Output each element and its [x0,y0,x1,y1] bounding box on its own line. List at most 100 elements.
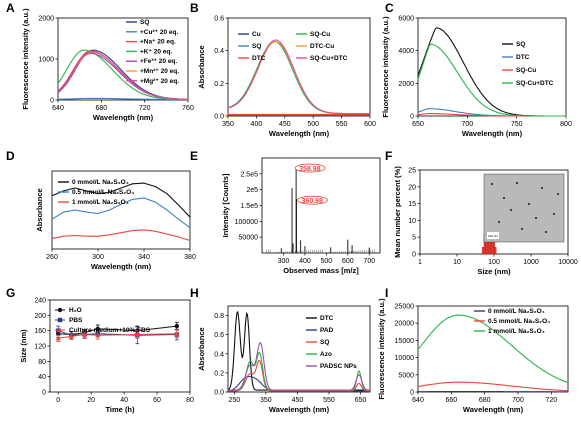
x-axis-label: Time (h) [105,405,135,414]
x-tick-label: 700 [363,258,375,265]
legend-item-label: DTC-Cu [310,43,334,50]
x-tick-label: 720 [139,105,151,112]
x-axis-label: Wavelength (nm) [462,129,523,138]
y-tick-label: 0 [410,114,414,121]
y-axis-label: Size (nm) [19,329,28,363]
x-tick-label: 550 [323,397,335,404]
x-tick-label: 660 [445,397,457,404]
panel-d: D 260 300 340 380 Wavelength (nm) Absorbance 0 … [6,149,196,271]
legend-label: Culture medium+10% FBS [69,327,151,334]
data-point [134,331,140,337]
series-line [228,341,370,391]
series-line [417,43,566,117]
x-axis-label: Wavelength (nm) [463,405,524,414]
x-tick-label: 260 [46,254,58,261]
y-tick-label: 160 [34,328,46,335]
x-tick-label: 60 [153,397,161,404]
series-line [227,41,370,115]
y-tick-label: 0.8 [214,313,224,320]
legend-marker [57,307,63,313]
x-tick-label: 380 [184,254,196,261]
legend-item-label: +Cu²⁺ 20 eq. [140,29,178,36]
y-axis-label: Fluorescence intensity (a.u.) [21,8,30,110]
legend-item-label: SQ-Cu [516,67,536,74]
y-tick-label: 240 [34,298,46,305]
y-tick-label: 100000 [235,219,258,226]
nanoparticle-dot [534,216,538,220]
panel-label: C [385,1,394,15]
x-tick-label: 650 [355,397,367,404]
data-point [174,331,180,336]
x-tick-label: 500 [321,258,333,265]
y-axis-label: Fluorescence intensity (a.u.) [377,298,386,400]
x-tick-label: 80 [186,397,194,404]
x-tick-label: 300 [278,258,290,265]
legend-item-label: +K⁺ 20 eq. [140,48,172,55]
y-tick-label: 20 [408,184,416,191]
legend-item-label: SQ [252,43,261,50]
series-line [417,27,566,117]
x-tick-label: 750 [511,121,523,128]
y-tick-label: 0.4 [214,351,224,358]
nanoparticle-dot [497,220,501,224]
x-axis-label: Size (nm) [477,267,511,276]
data-point [68,333,74,339]
x-tick-label: 700 [461,121,473,128]
legend-item-label: DTC [320,315,334,322]
series-line [58,97,188,100]
series-line [57,51,188,100]
y-tick-label: 0.6 [214,332,224,339]
legend-item-label: SQ [320,339,329,346]
y-tick-label: 120 [34,344,46,351]
plot-frame [51,170,191,250]
panel-e: E 300 400 500 600 700 50000 100000 1.5e5 2e5 2.5e5… [190,149,381,275]
panel-label: F [385,149,392,163]
plot-frame [261,157,381,254]
y-tick-label: 0.6 [214,16,224,23]
y-tick-label: 0 [42,390,46,397]
y-tick-label: 5 [412,235,416,242]
legend-item-label: 0 mmol/L Na₂S₂O₄ [488,308,545,315]
y-tick-label: 0 [50,98,54,105]
legend-label: PBS [69,317,83,324]
y-tick-label: 0 [410,390,414,397]
panel-b: B 350 400 450 500 550 600 0.0 0.2 0.4 0.6 Wavelengt… [190,1,376,138]
y-tick-label: 0.2 [214,370,224,377]
nanoparticle-dot [527,202,531,206]
x-tick-label: 450 [279,121,291,128]
x-axis-label: Wavelength (nm) [91,262,152,271]
series-line [227,39,370,115]
y-tick-label: 0.0 [214,390,224,397]
x-tick-label: 1 [418,259,422,266]
nanoparticle-dot [540,186,544,190]
x-tick-label: 400 [299,258,311,265]
panel-label: H [190,286,199,300]
scale-bar-box [487,232,499,239]
y-axis-label: Intensity [Counts] [221,173,230,237]
legend-item-label: Azo [320,351,332,358]
y-tick-label: 2000 [38,16,54,23]
panel-i: I 640 660 680 700 720 0 5000 10000 15000 20000 2500… [377,286,569,414]
annotation-label: 358.98 [299,166,321,173]
legend-item-label: DTC [252,55,266,62]
x-tick-label: 40 [120,397,128,404]
series-line [417,381,568,392]
y-tick-label: 2e5 [246,187,258,194]
x-tick-label: 100 [488,259,500,266]
y-tick-label: 2000 [398,81,414,88]
y-tick-label: 2.5e5 [240,171,258,178]
x-tick-label: 10000 [558,259,578,266]
series-line [227,310,370,391]
x-tick-label: 350 [222,121,234,128]
x-tick-label: 800 [560,121,572,128]
legend-item-label: SQ-Cu [310,31,330,38]
nanoparticle-dot [515,181,519,185]
y-tick-label: 25000 [395,304,415,311]
x-axis-label: Wavelength (nm) [269,129,330,138]
panel-label: D [6,149,15,163]
y-tick-label: 1.5e5 [240,203,258,210]
nanoparticle-dot [490,182,494,186]
x-tick-label: 1000 [523,259,539,266]
y-tick-label: 10000 [395,355,415,362]
